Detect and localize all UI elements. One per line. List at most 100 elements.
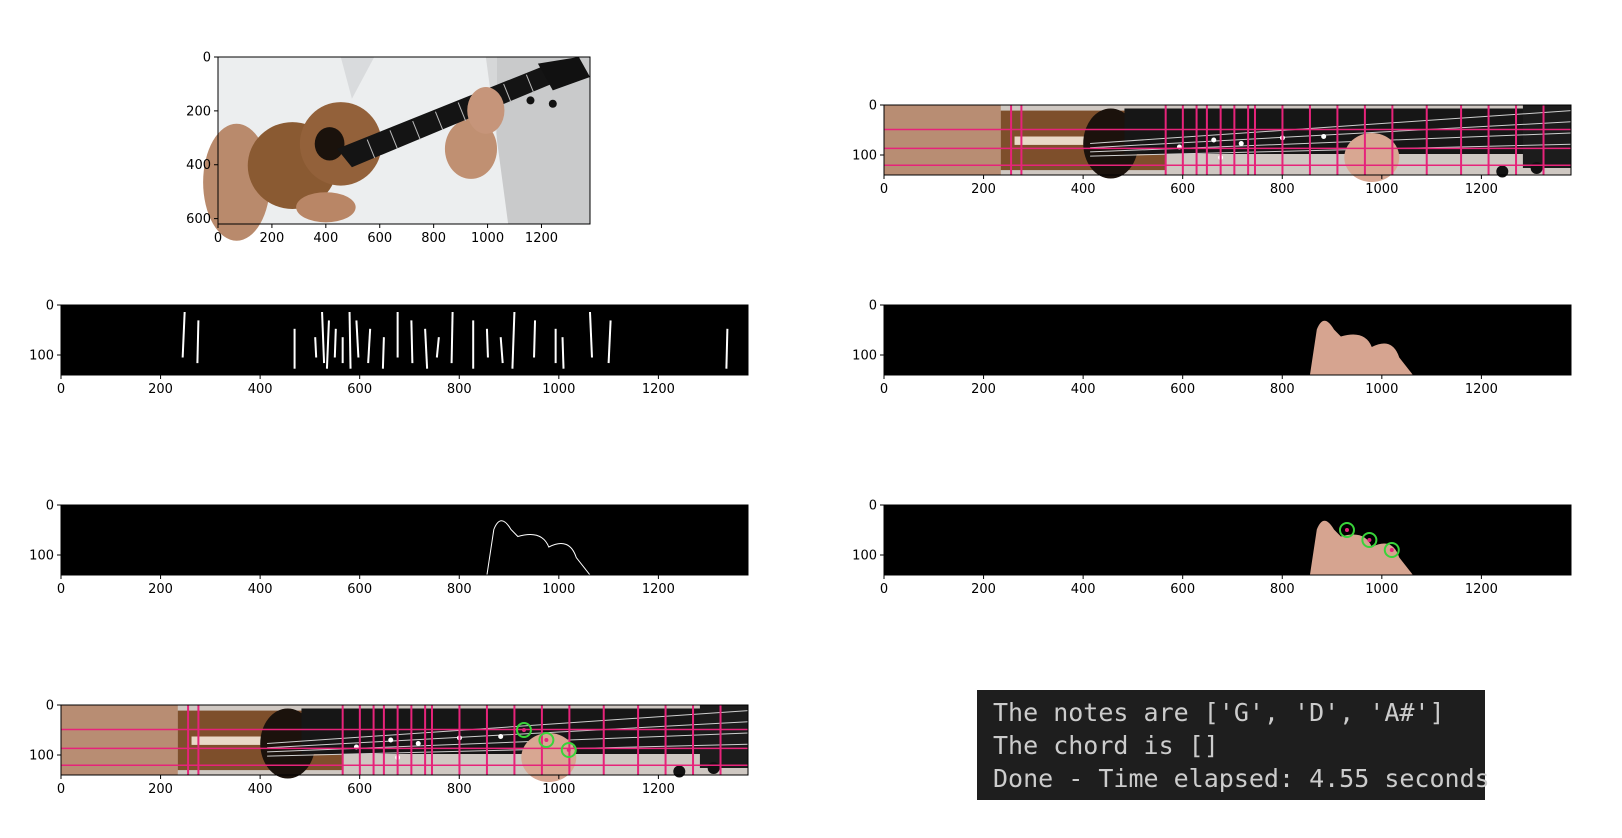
fingertip-center-5-1 xyxy=(1367,538,1372,542)
skin-mask-xtick-label-0: 0 xyxy=(880,382,888,397)
skin-mask-xtick-label-4: 800 xyxy=(1270,382,1295,397)
panel-svg-fingertip-detection: 0 200 400 600 800 1000 1200 0 100 xyxy=(852,499,1572,597)
original-frame-xtick-label-0: 0 xyxy=(214,231,222,246)
panel-svg-final-overlay: 0 200 400 600 800 1000 1200 0 100 xyxy=(29,699,749,797)
final-overlay-ytick-label-0: 0 xyxy=(46,699,54,714)
edge-detection-ytick-label-0: 0 xyxy=(46,299,54,314)
original-frame-xtick-label-5: 1000 xyxy=(471,231,504,246)
fingertip-center-5-2 xyxy=(1389,548,1394,552)
hand-contour-frame xyxy=(60,504,749,576)
panel-svg-skin-mask: 0 200 400 600 800 1000 1200 0 100 xyxy=(852,299,1572,397)
original-frame-frame xyxy=(217,56,591,225)
edge-detection-xtick-label-3: 600 xyxy=(347,382,372,397)
hand-contour-ytick-label-1: 100 xyxy=(29,549,54,564)
plot-edge-detection: 0 200 400 600 800 1000 1200 0 100 xyxy=(29,299,749,397)
plot-fingertip-detection: 0 200 400 600 800 1000 1200 0 100 xyxy=(852,499,1572,597)
final-overlay-xtick-label-0: 0 xyxy=(57,782,65,797)
original-frame-image xyxy=(203,57,590,241)
hand-contour-xtick-label-1: 200 xyxy=(148,582,173,597)
edge-detection-image xyxy=(61,305,748,375)
fingertip-detection-xtick-label-6: 1200 xyxy=(1465,582,1498,597)
skin-mask-xtick-label-6: 1200 xyxy=(1465,382,1498,397)
original-frame-xtick-label-1: 200 xyxy=(259,231,284,246)
fretboard-grid-ytick-label-1: 100 xyxy=(852,149,877,164)
skin-mask-image xyxy=(884,305,1571,375)
original-frame-xtick-label-2: 400 xyxy=(313,231,338,246)
terminal-line-notes: The notes are ['G', 'D', 'A#'] xyxy=(993,698,1445,727)
fingertip-circle-6-1 xyxy=(538,732,555,748)
original-frame-ytick-label-1: 200 xyxy=(186,104,211,119)
original-frame-xtick-label-4: 800 xyxy=(421,231,446,246)
fingertip-center-6-2 xyxy=(566,748,571,752)
hand-contour-xtick-label-5: 1000 xyxy=(542,582,575,597)
skin-mask-xtick-label-5: 1000 xyxy=(1365,382,1398,397)
fretboard-grid-xtick-label-3: 600 xyxy=(1170,182,1195,197)
fretboard-grid-xtick-label-1: 200 xyxy=(971,182,996,197)
fingertip-detection-xtick-label-1: 200 xyxy=(971,582,996,597)
fingertip-detection-xtick-label-2: 400 xyxy=(1071,582,1096,597)
fretboard-grid-xtick-label-0: 0 xyxy=(880,182,888,197)
fingertip-detection-frame xyxy=(883,504,1572,576)
final-overlay-image xyxy=(61,705,749,782)
fingertip-circle-6-2 xyxy=(560,742,577,758)
fingertip-center-6-1 xyxy=(544,738,549,742)
panel-svg-hand-contour: 0 200 400 600 800 1000 1200 0 100 xyxy=(29,499,749,597)
fingertip-center-5-0 xyxy=(1344,528,1349,532)
skin-mask-xtick-label-3: 600 xyxy=(1170,382,1195,397)
fretboard-grid-xtick-label-5: 1000 xyxy=(1365,182,1398,197)
fretboard-grid-xtick-label-2: 400 xyxy=(1071,182,1096,197)
hand-contour-ytick-label-0: 0 xyxy=(46,499,54,514)
fingertip-circle-5-2 xyxy=(1383,542,1400,558)
final-overlay-xtick-label-3: 600 xyxy=(347,782,372,797)
fretboard-grid-frame xyxy=(883,104,1572,176)
original-frame-ytick-label-3: 600 xyxy=(186,212,211,227)
plot-original-frame: 0 200 400 600 800 1000 1200 0 200 400 600 xyxy=(186,51,591,246)
fretboard-grid-xtick-label-6: 1200 xyxy=(1465,182,1498,197)
edge-detection-ytick-label-1: 100 xyxy=(29,349,54,364)
terminal-line-chord: The chord is [] xyxy=(993,731,1219,760)
fingertip-detection-xtick-label-5: 1000 xyxy=(1365,582,1398,597)
edge-detection-frame xyxy=(60,304,749,376)
fingertip-circle-5-0 xyxy=(1338,522,1355,538)
final-overlay-xtick-label-6: 1200 xyxy=(642,782,675,797)
fingertip-detection-xtick-label-4: 800 xyxy=(1270,582,1295,597)
edge-detection-xtick-label-1: 200 xyxy=(148,382,173,397)
fingertip-detection-image xyxy=(884,505,1571,575)
hand-contour-xtick-label-3: 600 xyxy=(347,582,372,597)
terminal-line-time: Done - Time elapsed: 4.55 seconds xyxy=(993,764,1490,793)
original-frame-ytick-label-2: 400 xyxy=(186,158,211,173)
edge-detection-xtick-label-5: 1000 xyxy=(542,382,575,397)
panel-svg-original-frame: 0 200 400 600 800 1000 1200 0 200 400 600 xyxy=(186,51,591,246)
edge-detection-xtick-label-0: 0 xyxy=(57,382,65,397)
hand-contour-xtick-label-2: 400 xyxy=(248,582,273,597)
plot-hand-contour: 0 200 400 600 800 1000 1200 0 100 xyxy=(29,499,749,597)
fretboard-grid-ytick-label-0: 0 xyxy=(869,99,877,114)
hand-contour-image xyxy=(61,505,748,576)
terminal-output: The notes are ['G', 'D', 'A#'] The chord… xyxy=(977,690,1490,800)
edge-detection-xtick-label-6: 1200 xyxy=(642,382,675,397)
final-overlay-xtick-label-2: 400 xyxy=(248,782,273,797)
fingertip-detection-ytick-label-1: 100 xyxy=(852,549,877,564)
skin-mask-ytick-label-1: 100 xyxy=(852,349,877,364)
final-overlay-ytick-label-1: 100 xyxy=(29,749,54,764)
skin-mask-xtick-label-2: 400 xyxy=(1071,382,1096,397)
skin-mask-xtick-label-1: 200 xyxy=(971,382,996,397)
plot-skin-mask: 0 200 400 600 800 1000 1200 0 100 xyxy=(852,299,1572,397)
panel-svg-edge-detection: 0 200 400 600 800 1000 1200 0 100 xyxy=(29,299,749,397)
fingertip-detection-ytick-label-0: 0 xyxy=(869,499,877,514)
original-frame-xtick-label-3: 600 xyxy=(367,231,392,246)
fingertip-circle-6-0 xyxy=(515,722,532,738)
fretboard-grid-image xyxy=(884,105,1572,182)
fretboard-grid-xtick-label-4: 800 xyxy=(1270,182,1295,197)
final-overlay-xtick-label-1: 200 xyxy=(148,782,173,797)
original-frame-xtick-label-6: 1200 xyxy=(525,231,558,246)
edge-detection-xtick-label-4: 800 xyxy=(447,382,472,397)
plot-final-overlay: 0 200 400 600 800 1000 1200 0 100 xyxy=(29,699,749,797)
panel-svg-fretboard-grid: 0 200 400 600 800 1000 1200 0 100 xyxy=(852,99,1572,197)
plot-fretboard-grid: 0 200 400 600 800 1000 1200 0 100 xyxy=(852,99,1572,197)
final-overlay-xtick-label-5: 1000 xyxy=(542,782,575,797)
final-overlay-xtick-label-4: 800 xyxy=(447,782,472,797)
fingertip-center-6-0 xyxy=(521,728,526,732)
fingertip-circle-5-1 xyxy=(1361,532,1378,548)
skin-mask-frame xyxy=(883,304,1572,376)
